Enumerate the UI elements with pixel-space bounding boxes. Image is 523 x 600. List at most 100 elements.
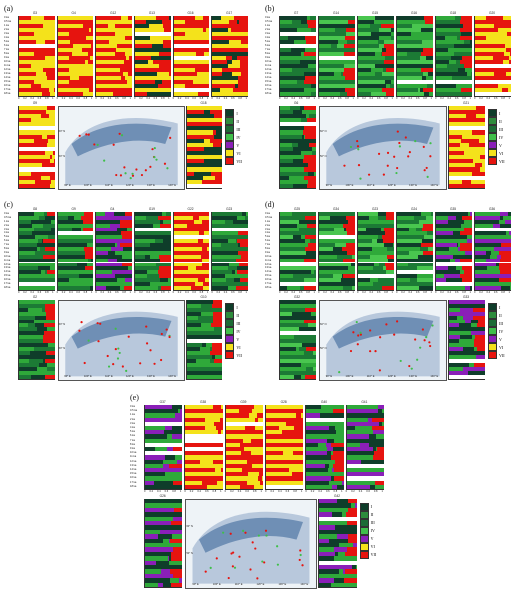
stacked-bar-column	[144, 405, 183, 490]
stacked-bar-column	[279, 105, 316, 189]
x-tick: 0.4	[157, 490, 161, 493]
site-label: G36	[489, 207, 496, 211]
legend-label: V	[499, 336, 502, 342]
age-tick: 4 ka	[265, 35, 270, 39]
age-tick: 6 ka	[4, 43, 9, 47]
x-axis-ticks: 0 0.2 0.4 0.6 0.8 1	[95, 97, 131, 100]
x-tick: 0.4	[291, 290, 296, 294]
legend-item: V	[488, 335, 505, 344]
x-tick: 0.2	[310, 490, 315, 493]
legend-label: III	[236, 126, 241, 132]
legend-label: V	[370, 536, 374, 541]
age-tick: 14 ka	[4, 270, 11, 274]
age-tick: 12 ka	[4, 262, 11, 266]
site-label: G16	[187, 11, 194, 15]
x-axis-ticks: 0 0.2 0.4 0.6 0.8 1	[144, 490, 181, 493]
stacked-bar-column	[134, 212, 171, 291]
cluster-legend: I II III IV V VI VII	[488, 303, 505, 360]
x-tick: 0	[279, 290, 281, 294]
stacked-bar-column	[18, 299, 55, 380]
age-tick: 17 ka	[265, 87, 272, 91]
site-label: G2	[32, 294, 38, 299]
age-tick: 15 ka	[4, 274, 11, 278]
age-tick: 2 ka	[265, 27, 270, 31]
x-tick: 0	[134, 290, 136, 294]
x-tick: 0	[95, 96, 97, 100]
stacked-bar-column	[18, 105, 55, 189]
x-tick: 0.8	[345, 290, 349, 294]
x-tick: 0.2	[284, 96, 288, 100]
site-location-map	[319, 299, 447, 381]
legend-item: IV	[359, 526, 377, 535]
x-tick: 0	[18, 96, 20, 100]
latitude-label: 50° N	[58, 155, 66, 159]
x-tick: 0.6	[114, 290, 119, 294]
site-label: G28	[280, 400, 287, 404]
x-axis-ticks: 0 0.2 0.4 0.6 0.8 1	[357, 291, 393, 294]
x-tick: 0.6	[376, 96, 381, 100]
legend-label: I	[499, 304, 501, 310]
x-tick: 0.2	[351, 490, 355, 493]
legend-swatch	[225, 351, 235, 360]
stacked-bar-column	[279, 299, 317, 380]
legend-item: V	[359, 534, 377, 543]
x-axis-ticks: 0 0.2 0.4 0.6 0.8 1	[346, 490, 383, 493]
legend-item: VI	[488, 149, 505, 158]
age-tick: 3 ka	[265, 31, 270, 35]
x-tick: 0.8	[306, 96, 310, 100]
x-tick: 0.2	[479, 290, 483, 294]
x-tick: 1	[391, 290, 393, 294]
longitude-label: 130° E	[409, 184, 417, 187]
site-label: G19	[148, 207, 155, 211]
x-axis-ticks: 0 0.2 0.4 0.6 0.8 1	[57, 291, 93, 294]
legend-item: VI	[225, 343, 242, 352]
age-axis: 0 ka 0.5 ka 1 ka 2 ka 3 ka 4 ka 5 ka 6 ka 7 ka 8 …	[4, 16, 16, 96]
longitude-label: 130° E	[147, 375, 155, 378]
stacked-bar-column	[265, 405, 304, 490]
x-tick: 0.8	[501, 290, 505, 294]
site-label: G18	[200, 100, 207, 105]
x-tick: 0.2	[401, 96, 405, 100]
legend-label: VI	[236, 344, 241, 350]
stacked-bar-column	[172, 16, 210, 97]
x-tick: 0	[396, 96, 398, 100]
x-tick: 1	[168, 96, 170, 100]
x-tick: 1	[129, 96, 131, 100]
stacked-bar-column	[184, 405, 223, 490]
longitude-label: 100° E	[345, 375, 354, 378]
x-tick: 0.4	[185, 290, 189, 294]
stacked-bar-column	[95, 16, 132, 97]
site-label: G17	[226, 11, 233, 15]
legend-item: VI	[488, 343, 505, 352]
stacked-bar-column	[56, 16, 94, 97]
x-tick: 1	[179, 490, 182, 493]
x-tick: 0.4	[146, 290, 150, 294]
x-axis-ticks: 0 0.2 0.4 0.6 0.8 1	[225, 490, 262, 493]
legend-swatch	[488, 109, 497, 118]
map-longitude-labels: 90° E 100° E 110° E 120° E 130° E 140° E	[319, 184, 445, 187]
x-tick: 0	[134, 96, 136, 100]
longitude-label: 90° E	[325, 375, 333, 378]
x-tick: 1	[352, 96, 354, 100]
site-label: G3	[32, 11, 38, 15]
legend-label: V	[236, 142, 240, 148]
longitude-label: 90° E	[64, 375, 71, 378]
latitude-label: 60° N	[320, 130, 327, 134]
legend-label: II	[370, 512, 374, 517]
age-tick: 10 ka	[4, 59, 11, 63]
site-label: G4	[71, 11, 76, 15]
x-tick: 0	[265, 490, 267, 493]
x-axis-ticks: 0 0.2 0.4 0.6 0.8 1	[211, 97, 247, 100]
age-tick: 1 ka	[265, 219, 270, 223]
site-location-map	[319, 105, 447, 190]
x-tick: 0.6	[37, 290, 42, 294]
age-tick: 17 ka	[130, 480, 137, 484]
x-tick: 0.6	[415, 290, 420, 294]
site-label: G7	[294, 11, 299, 15]
age-tick: 8 ka	[4, 246, 9, 250]
age-tick: 8 ka	[4, 51, 9, 55]
x-tick: 0.6	[298, 96, 303, 100]
age-tick: 13 ka	[265, 71, 272, 75]
map-longitude-labels: 90° E 100° E 110° E 120° E 130° E 140° E	[58, 184, 183, 187]
longitude-label: 130° E	[409, 375, 417, 378]
